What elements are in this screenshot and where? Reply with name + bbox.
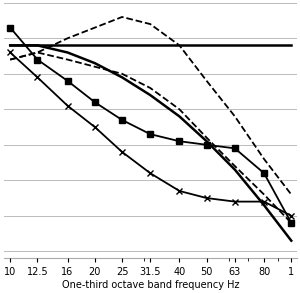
- X-axis label: One-third octave band frequency Hz: One-third octave band frequency Hz: [62, 280, 239, 290]
